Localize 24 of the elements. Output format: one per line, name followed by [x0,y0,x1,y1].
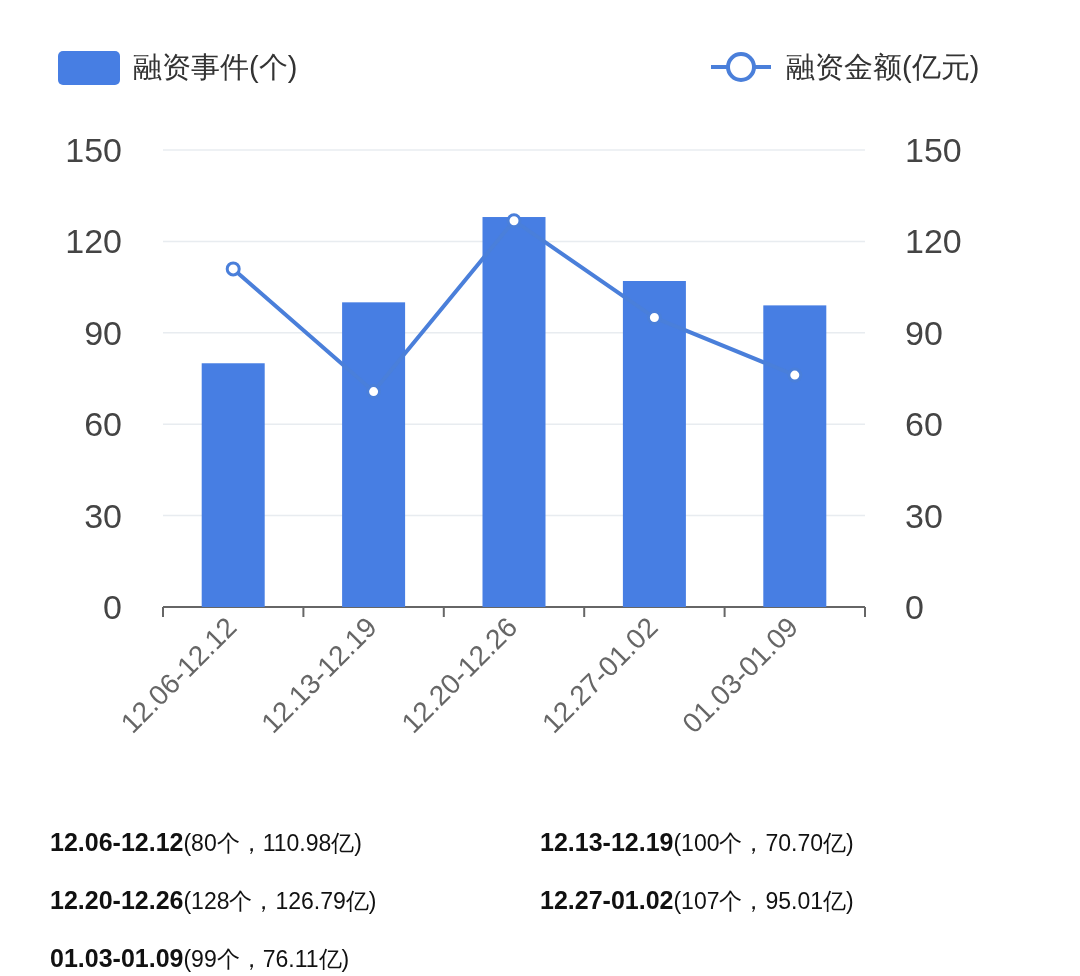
y-tick-label: 60 [84,405,122,444]
text: (80个，110.98亿) [183,830,362,856]
category-label: 12.27-01.02 [540,886,674,914]
y2-tick-label: 0 [905,588,924,626]
category-label: 12.20-12.26 [50,886,184,914]
y-tick-label: 150 [65,131,122,169]
y2-tick-label: 60 [905,405,943,444]
text: (128个，126.79亿) [183,888,377,914]
text: (100个，70.70亿) [673,830,854,856]
text: (99个，76.11亿) [183,946,350,972]
y-tick-label: 90 [84,313,122,352]
y2-tick-label: 150 [905,131,962,169]
category-label: 12.06-12.12 [50,828,184,856]
y-tick-label: 120 [65,222,122,261]
legend-label: 融资金额(亿元) [786,51,980,83]
category-label: 12.13-12.19 [540,828,674,856]
y2-tick-label: 90 [905,313,943,352]
legend-label: 融资事件(个) [133,51,298,83]
y-tick-label: 30 [84,496,122,535]
y2-tick-label: 120 [905,222,962,261]
y2-tick-label: 30 [905,496,943,535]
text: (107个，95.01亿) [673,888,854,914]
y-tick-label: 0 [103,588,122,626]
category-label: 01.03-01.09 [50,944,184,972]
